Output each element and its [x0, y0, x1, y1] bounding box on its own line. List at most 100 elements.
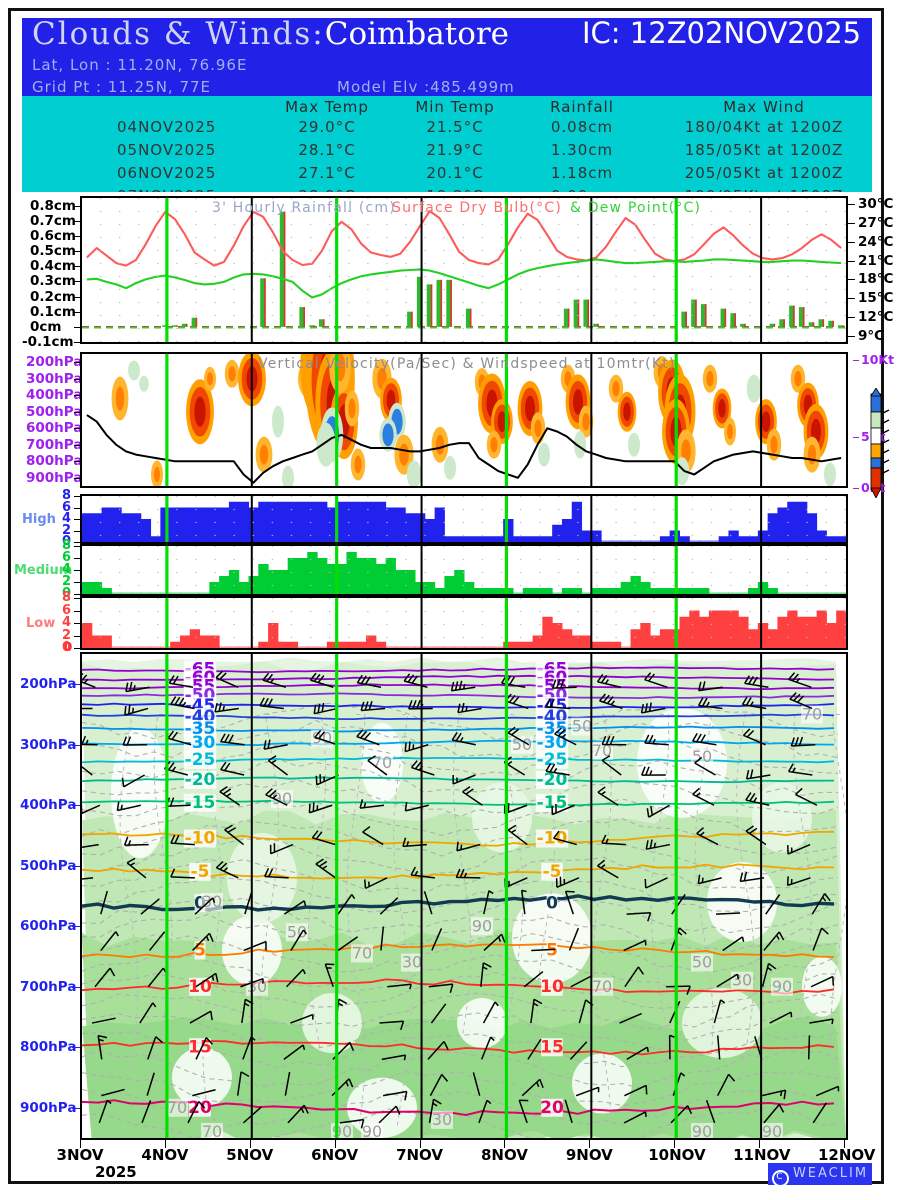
temp-tick-24°C: 24°C	[858, 233, 894, 250]
wind-barb	[362, 826, 384, 846]
wind-barb	[91, 1017, 116, 1024]
x-tick	[589, 1140, 591, 1148]
rain-tick-0.7cm: 0.7cm	[30, 212, 76, 229]
wind-barb	[431, 928, 443, 951]
svg-text:50: 50	[572, 717, 592, 736]
tick-mark	[74, 251, 81, 253]
tick-mark	[853, 488, 859, 489]
wind-barb	[381, 1054, 407, 1061]
wind-barb	[482, 1001, 499, 1024]
wind-barb	[507, 824, 528, 846]
svg-text:5: 5	[546, 940, 558, 960]
wind-barb	[713, 999, 726, 1024]
wind-barb	[601, 755, 622, 776]
wind-barb	[769, 1011, 793, 1024]
wind-barb	[457, 702, 482, 714]
wind-barb	[597, 859, 619, 879]
wind-barb	[140, 898, 160, 915]
main-tick-600hPa: 600hPa	[20, 918, 77, 935]
tick-mark	[848, 223, 855, 225]
main-tick-200hPa: 200hPa	[20, 676, 77, 693]
wind-barb	[545, 763, 570, 776]
wind-barb	[641, 766, 666, 776]
logo-text: WEACLIM	[792, 1166, 869, 1181]
wind-barb	[456, 841, 481, 852]
wind-barb	[812, 927, 829, 951]
tick-mark	[74, 594, 80, 595]
cloud-tick-4: 4	[62, 615, 72, 630]
tick-mark	[853, 360, 859, 361]
svg-text:30: 30	[432, 1110, 452, 1129]
x-tick	[80, 1140, 81, 1148]
wind-barb	[744, 675, 769, 689]
cloud-tick-6: 6	[62, 550, 72, 565]
wind-barb	[360, 700, 386, 712]
wind-barb	[790, 736, 816, 747]
tick-mark	[74, 311, 81, 313]
col-rainfall: Rainfall	[550, 98, 614, 116]
cloud-tick-0: 0	[62, 586, 72, 601]
x-axis-label-12NOV: 12NOV	[818, 1146, 876, 1164]
x-tick	[674, 1140, 676, 1148]
tick-mark	[74, 378, 81, 380]
wind-barb	[692, 787, 715, 806]
svg-text:90: 90	[762, 1122, 782, 1138]
tick-mark	[848, 260, 855, 262]
page-frame	[8, 8, 884, 1184]
tick-mark	[74, 461, 81, 463]
cloud-tick-6: 6	[62, 602, 72, 618]
wind-barb	[810, 975, 835, 988]
tick-mark	[74, 326, 81, 328]
label-medium-cloud: Medium	[14, 563, 73, 578]
x-axis-label-11NOV: 11NOV	[733, 1146, 791, 1164]
wind-barb	[192, 1089, 216, 1097]
wind-barb	[601, 834, 626, 846]
wind-barb	[314, 729, 338, 746]
wind-barb	[739, 871, 765, 883]
tick-mark	[74, 296, 81, 298]
table-row: 06NOV2025 27.1°C 20.1°C 1.18cm 205/05Kt …	[22, 164, 872, 186]
wind-barb	[599, 693, 623, 710]
wind-barb	[745, 792, 770, 806]
panel-low-cloud[interactable]	[80, 596, 848, 650]
vv-tick-300hPa: 300hPa	[26, 370, 83, 387]
tick-mark	[72, 865, 80, 867]
gridpoint-label: Grid Pt : 11.25N, 77E	[32, 78, 212, 96]
wind-barb	[670, 1105, 693, 1124]
copyright-icon: C	[771, 1170, 789, 1187]
wind-barb	[523, 970, 544, 988]
wind-barb	[551, 803, 575, 816]
vertical-velocity-plot	[86, 354, 842, 486]
panel-high-cloud[interactable]	[80, 494, 848, 544]
wind-barb	[564, 1099, 573, 1124]
svg-text:-30: -30	[537, 733, 568, 753]
tick-mark	[853, 437, 859, 438]
wind-barb	[761, 962, 777, 987]
x-axis-label-4NOV: 4NOV	[141, 1146, 189, 1164]
tick-mark	[74, 542, 80, 543]
cell-max-temp: 29.0°C	[298, 118, 356, 136]
panel-upper-air-cross-section[interactable]: -65-65-60-60-55-55-50-50-45-45-40-40-35-…	[80, 652, 848, 1140]
temp-tick-18°C: 18°C	[858, 271, 894, 288]
grid-dots	[82, 598, 846, 648]
wind-barb	[101, 1088, 125, 1097]
cloud-tick-0: 0	[62, 640, 72, 655]
svg-text:70: 70	[802, 705, 822, 724]
wind-barb	[698, 681, 723, 692]
wind-barb	[148, 931, 166, 951]
daily-summary-table: Max Temp Min Temp Rainfall Max Wind 04NO…	[22, 96, 872, 192]
wind-barb	[82, 804, 101, 815]
wind-barb	[564, 890, 575, 915]
x-axis-label-3NOV: 3NOV	[56, 1146, 104, 1164]
panel-medium-cloud[interactable]	[80, 544, 848, 596]
wind-barb	[450, 680, 476, 692]
panel-rainfall-surface-temp[interactable]	[80, 196, 848, 344]
panel-vertical-velocity[interactable]	[80, 352, 848, 488]
wind-barb	[478, 1099, 492, 1124]
tick-mark	[74, 395, 81, 397]
wind-barb	[124, 704, 149, 716]
wind-barb	[187, 1100, 206, 1124]
wind-barb	[215, 670, 239, 688]
wind-barb	[787, 843, 811, 855]
